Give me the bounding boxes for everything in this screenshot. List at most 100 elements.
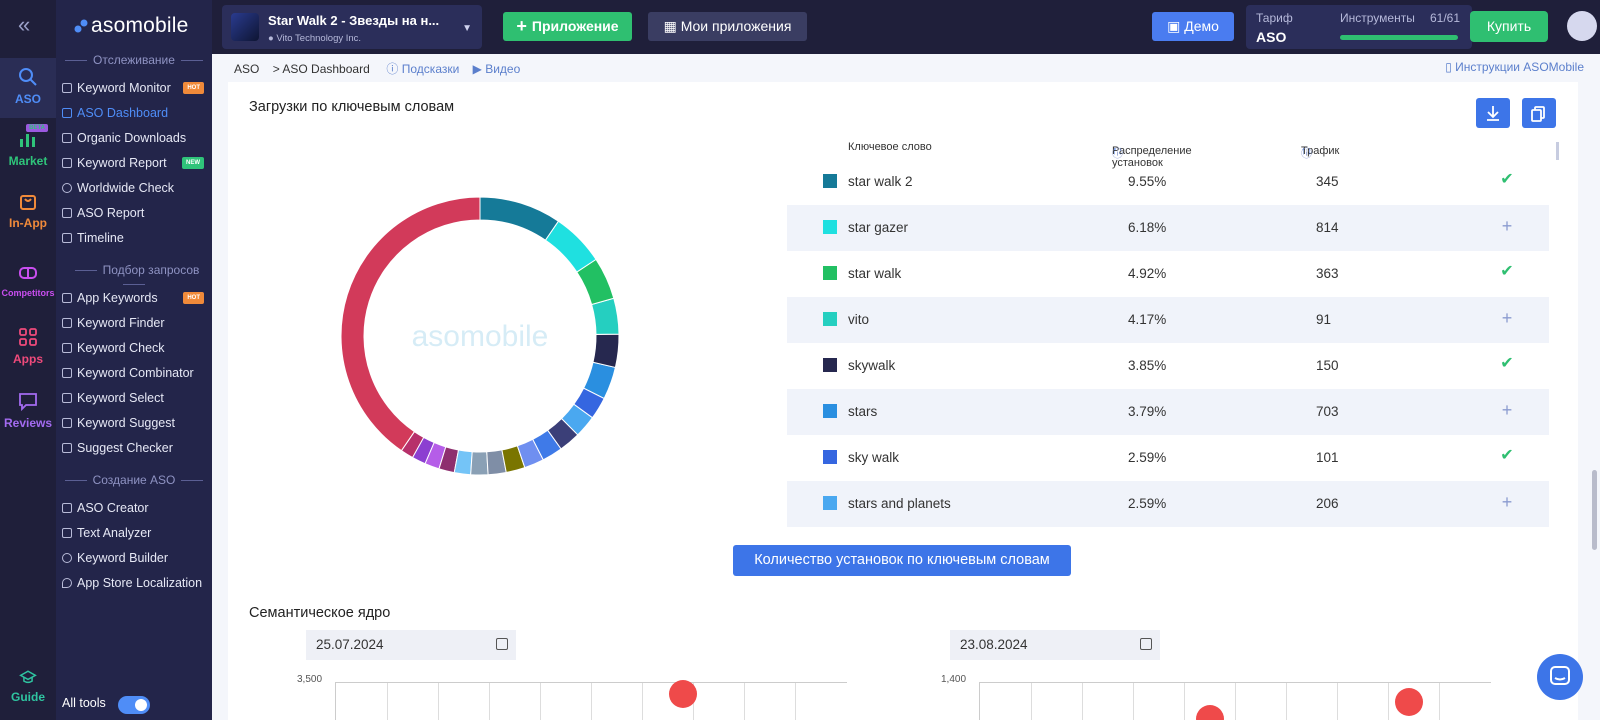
rail-label-aso: ASO (14, 92, 41, 106)
nav-timeline[interactable]: Timeline (62, 227, 208, 249)
hints-link[interactable]: ⓘ Подсказки (386, 62, 460, 76)
rail-item-aso[interactable]: ASO (0, 58, 56, 118)
donut-slice[interactable] (453, 449, 473, 476)
suggest-checker-icon (62, 443, 72, 453)
table-row[interactable]: sky walk 2.59% 101 ✔ (787, 435, 1549, 481)
rail-item-reviews[interactable]: Reviews (0, 390, 56, 440)
instructions-link[interactable]: ▯ Инструкции ASOMobile (1445, 60, 1584, 74)
chart-point[interactable] (1395, 688, 1423, 716)
keyword-color-swatch (823, 174, 837, 188)
all-tools-label: All tools (62, 696, 106, 710)
nav-app-store-localization[interactable]: App Store Localization (62, 572, 208, 594)
icon-rail: « ASO BETA Market In-App Competitors App… (0, 0, 56, 720)
section-title-create: Создание ASO (56, 473, 212, 487)
installs-by-keywords-button[interactable]: Количество установок по ключевым словам (733, 545, 1071, 576)
donut-slice[interactable] (479, 196, 560, 241)
donut-slice[interactable] (591, 297, 620, 335)
buy-button[interactable]: Купить (1470, 11, 1548, 42)
rail-item-competitors[interactable]: Competitors (0, 262, 56, 312)
tools-count: 61/61 (1429, 11, 1460, 25)
donut-slice[interactable] (501, 445, 526, 474)
date-picker-left[interactable]: 25.07.2024 (306, 630, 516, 660)
nav-aso-dashboard[interactable]: ASO Dashboard (62, 102, 208, 124)
donut-slice[interactable] (400, 431, 425, 459)
video-link[interactable]: ▶ Видео (472, 62, 521, 76)
traffic-cell: 703 (1316, 404, 1339, 419)
chart-point[interactable] (669, 680, 697, 708)
donut-slice[interactable] (544, 220, 597, 273)
donut-slice[interactable] (532, 429, 562, 461)
donut-slice[interactable] (470, 451, 489, 476)
nav-keyword-monitor[interactable]: Keyword Monitor HOT (62, 77, 208, 99)
demo-button[interactable]: ▣ Демо (1152, 12, 1234, 41)
tracked-check-icon[interactable]: ✔ (1500, 355, 1514, 372)
nav-keyword-suggest[interactable]: Keyword Suggest (62, 412, 208, 434)
rail-item-apps[interactable]: Apps (0, 326, 56, 376)
table-header: Ключевое слово ↑↓ Распределение установок… (848, 141, 1340, 169)
donut-slice[interactable] (592, 333, 620, 369)
table-row[interactable]: skywalk 3.85% 150 ✔ (787, 343, 1549, 389)
my-apps-button[interactable]: ▦ Мои приложения (648, 12, 807, 41)
nav-worldwide-check[interactable]: Worldwide Check (62, 177, 208, 199)
text-analyzer-icon (62, 528, 72, 538)
nav-suggest-checker[interactable]: Suggest Checker (62, 437, 208, 459)
nav-keyword-check[interactable]: Keyword Check (62, 337, 208, 359)
copy-button[interactable] (1522, 98, 1556, 128)
all-tools-toggle[interactable] (118, 696, 150, 714)
asomobile-logo[interactable]: asomobile (74, 14, 189, 38)
add-keyword-plus-icon[interactable]: + (1501, 492, 1513, 512)
table-row[interactable]: star gazer 6.18% 814 + (787, 205, 1549, 251)
graduation-cap-icon (19, 670, 37, 684)
tracked-check-icon[interactable]: ✔ (1500, 447, 1514, 464)
download-button[interactable] (1476, 98, 1510, 128)
app-selector[interactable]: Star Walk 2 - Звезды на н... ● Vito Tech… (222, 5, 482, 49)
support-chat-button[interactable] (1537, 654, 1583, 700)
add-keyword-plus-icon[interactable]: + (1501, 308, 1513, 328)
nav-keyword-combinator[interactable]: Keyword Combinator (62, 362, 208, 384)
donut-slice[interactable] (438, 446, 460, 474)
donut-slice[interactable] (486, 449, 507, 476)
rail-item-guide[interactable]: Guide (0, 668, 56, 712)
rail-item-inapp[interactable]: In-App (0, 190, 56, 246)
nav-organic-downloads[interactable]: Organic Downloads (62, 127, 208, 149)
tracked-check-icon[interactable]: ✔ (1500, 263, 1514, 280)
apple-icon: ● (268, 33, 277, 44)
traffic-cell: 91 (1316, 312, 1332, 327)
nav-keyword-report[interactable]: Keyword Report NEW (62, 152, 208, 174)
distribution-cell: 4.92% (1128, 266, 1167, 281)
nav-text-analyzer[interactable]: Text Analyzer (62, 522, 208, 544)
chart-point[interactable] (1196, 705, 1224, 720)
donut-slice[interactable] (582, 361, 617, 400)
table-row[interactable]: stars 3.79% 703 + (787, 389, 1549, 435)
table-row[interactable]: star walk 2 9.55% 345 ✔ (787, 159, 1549, 205)
dashboard-card: Загрузки по ключевым словам asomobile Кл… (228, 82, 1578, 720)
nav-keyword-builder[interactable]: Keyword Builder (62, 547, 208, 569)
nav-app-keywords[interactable]: App Keywords HOT (62, 287, 208, 309)
add-keyword-plus-icon[interactable]: + (1501, 216, 1513, 236)
donut-slice[interactable] (576, 258, 615, 306)
table-row[interactable]: stars and planets 2.59% 206 + (787, 481, 1549, 527)
rail-label-competitors: Competitors (1, 288, 55, 298)
nav-aso-report[interactable]: ASO Report (62, 202, 208, 224)
table-row[interactable]: vito 4.17% 91 + (787, 297, 1549, 343)
donut-slice[interactable] (573, 387, 605, 419)
donut-slice[interactable] (560, 403, 594, 436)
add-keyword-plus-icon[interactable]: + (1501, 400, 1513, 420)
breadcrumb-root[interactable]: ASO (234, 62, 260, 76)
nav-keyword-finder[interactable]: Keyword Finder (62, 312, 208, 334)
date-picker-right[interactable]: 23.08.2024 (950, 630, 1160, 660)
donut-slice[interactable] (546, 417, 579, 450)
page-scrollbar[interactable] (1592, 470, 1597, 550)
donut-slice[interactable] (516, 438, 544, 469)
nav-keyword-select[interactable]: Keyword Select (62, 387, 208, 409)
tracked-check-icon[interactable]: ✔ (1500, 171, 1514, 188)
table-scrollbar[interactable] (1556, 142, 1559, 160)
user-avatar-icon[interactable] (1567, 11, 1597, 41)
add-app-button[interactable]: + Приложение (503, 12, 632, 41)
table-row[interactable]: star walk 4.92% 363 ✔ (787, 251, 1549, 297)
donut-slice[interactable] (411, 436, 435, 465)
rail-item-market[interactable]: BETA Market (0, 124, 56, 180)
book-icon: ▯ (1445, 60, 1456, 74)
nav-aso-creator[interactable]: ASO Creator (62, 497, 208, 519)
collapse-sidebar-icon[interactable]: « (18, 12, 31, 37)
